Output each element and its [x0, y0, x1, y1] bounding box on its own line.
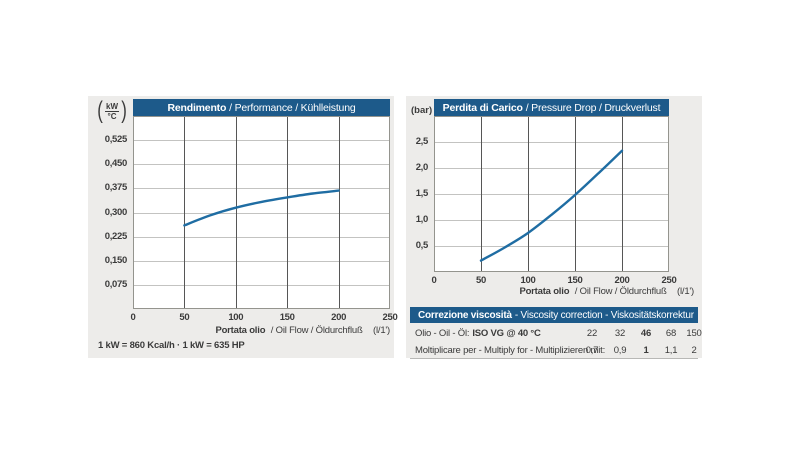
table-value: 0,7 [585, 345, 599, 356]
table-row-oil-grade: Olio - Oil - Öl: ISO VG @ 40 °C 22 32 46 68 1… [410, 326, 702, 341]
x-tick-label: 50 [179, 312, 190, 323]
y-tick-label: 2,0 [415, 162, 429, 173]
table-value: 1,1 [664, 345, 678, 356]
x-axis-label: Portata olio / Oil Flow / Öldurchfluß (l… [215, 325, 390, 336]
table-title-rest: - Viscosity correction - Viskositätskorr… [514, 309, 694, 321]
pressure-drop-line-chart [434, 116, 669, 272]
y-tick-label: 0,5 [415, 240, 429, 251]
table-value: 150 [686, 328, 702, 339]
row-label: Olio - Oil - Öl: ISO VG @ 40 °C [410, 328, 541, 339]
x-axis-label-rest: / Oil Flow / Öldurchfluß [270, 325, 363, 336]
x-tick-label: 100 [228, 312, 244, 323]
pressure-drop-chart-title-bar: Perdita di Carico / Pressure Drop / Druc… [434, 99, 669, 116]
chart-title-bold: Perdita di Carico [442, 101, 523, 114]
table-value: 46 [640, 328, 652, 339]
chart-title-bold: Rendimento [167, 101, 227, 114]
performance-chart-title-bar: Rendimento / Performance / Kühlleistung [133, 99, 390, 116]
x-tick-label: 200 [614, 275, 630, 286]
unit-fraction-stack: kW °C [104, 102, 120, 121]
x-axis-unit: (l/1') [677, 286, 694, 297]
table-title-bar: Correzione viscosità - Viscosity correct… [410, 307, 698, 323]
y-axis-unit-bar: (bar) [411, 105, 433, 116]
row-label: Moltiplicare per - Multiply for - Multip… [410, 345, 608, 356]
y-tick-label: 0,075 [104, 278, 128, 290]
row-label-bold: ISO VG @ 40 °C [472, 328, 541, 339]
table-value: 22 [586, 328, 598, 339]
x-tick-label: 250 [382, 312, 398, 323]
y-tick-label: 0,225 [104, 230, 128, 242]
pressure-drop-curve [479, 149, 624, 262]
y-tick-label: 0,150 [104, 254, 128, 266]
y-tick-label: 0,375 [104, 182, 128, 194]
y-axis-unit-kw-per-c: ( kW °C ) [96, 98, 128, 124]
x-axis-label-bold: Portata olio [519, 286, 570, 297]
y-tick-label: 0,450 [104, 158, 128, 170]
x-tick-label: 100 [520, 275, 536, 286]
y-tick-label: 1,5 [415, 188, 429, 199]
x-tick-label: 150 [279, 312, 295, 323]
plot-border [133, 116, 390, 309]
x-axis-label: Portata olio / Oil Flow / Öldurchfluß (l… [519, 286, 694, 297]
performance-line-chart [133, 116, 390, 309]
table-value: 32 [614, 328, 626, 339]
table-title-bold: Correzione viscosità [418, 309, 512, 321]
table-value: 0,9 [613, 345, 627, 356]
y-tick-label: 0,525 [104, 134, 128, 146]
chart-title-rest: / Performance / Kühlleistung [229, 101, 356, 114]
plot-border [434, 116, 669, 272]
x-axis-label-rest: / Oil Flow / Öldurchfluß [574, 286, 667, 297]
table-value: 2 [691, 345, 697, 356]
x-axis-unit: (l/1') [373, 325, 390, 336]
fraction-close-paren: ) [121, 97, 127, 124]
conversion-footnote: 1 kW = 860 Kcal/h · 1 kW = 635 HP [98, 340, 245, 351]
y-tick-label: 1,0 [415, 214, 429, 225]
table-row-multiplier: Moltiplicare per - Multiply for - Multip… [410, 343, 698, 358]
pressure-drop-chart-card: (bar) Perdita di Carico / Pressure Drop … [406, 96, 702, 359]
row-label-text: Olio - Oil - Öl: [415, 328, 470, 339]
row-label-text: Moltiplicare per - Multiply for - Multip… [415, 345, 606, 356]
y-tick-label: 2,5 [415, 136, 429, 147]
table-value: 1 [643, 345, 649, 356]
x-tick-label: 150 [567, 275, 583, 286]
table-value: 68 [665, 328, 677, 339]
unit-numerator: kW [105, 101, 119, 112]
x-tick-label: 50 [476, 275, 486, 286]
x-tick-label: 0 [130, 312, 136, 323]
fraction-open-paren: ( [97, 97, 103, 124]
x-tick-label: 200 [331, 312, 347, 323]
viscosity-correction-table: Correzione viscosità - Viscosity correct… [410, 307, 702, 359]
x-tick-label: 250 [661, 275, 677, 286]
chart-title-rest: / Pressure Drop / Druckverlust [525, 101, 661, 114]
x-axis-label-bold: Portata olio [215, 325, 266, 336]
cooling-capacity-curve [183, 189, 340, 227]
y-tick-label: 0,300 [104, 206, 128, 218]
performance-chart-card: ( kW °C ) Rendimento / Performance / Küh… [88, 96, 398, 358]
unit-denominator: °C [107, 111, 117, 121]
x-tick-label: 0 [431, 275, 437, 286]
